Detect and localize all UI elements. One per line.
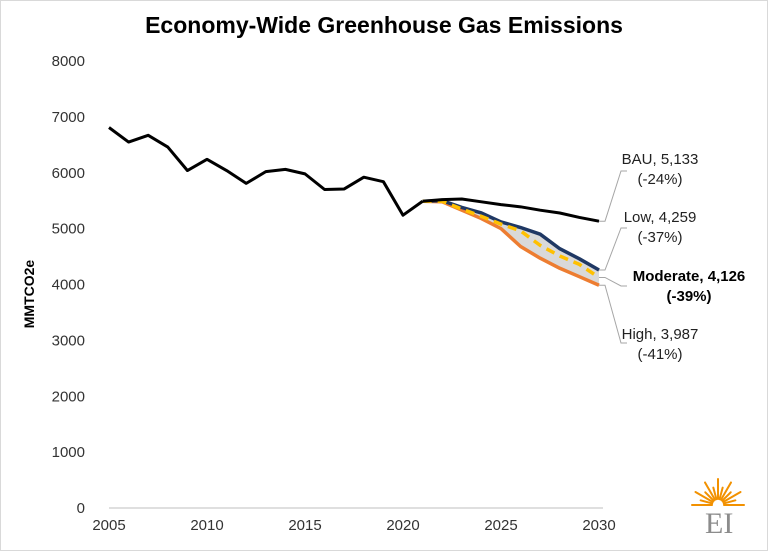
bau-annotation-pct: (-24%): [637, 171, 683, 188]
low-leader-line: [599, 227, 627, 271]
moderate-annotation-value: Moderate, 4,126: [632, 268, 746, 285]
y-tick-label: 1000: [52, 444, 85, 461]
moderate-annotation: Moderate, 4,126 (-39%): [618, 267, 760, 307]
bau-annotation-value: BAU, 5,133: [621, 151, 699, 168]
y-tick-label: 8000: [52, 53, 85, 70]
low-annotation: Low, 4,259 (-37%): [610, 208, 710, 248]
logo-ray: [721, 491, 732, 502]
logo-ray: [718, 486, 724, 501]
x-tick-label: 2025: [484, 517, 517, 534]
x-tick-label: 2020: [386, 517, 419, 534]
logo-ray: [704, 481, 716, 501]
x-tick-label: 2010: [190, 517, 223, 534]
bau-annotation: BAU, 5,133 (-24%): [610, 150, 710, 190]
y-tick-label: 4000: [52, 277, 85, 294]
chart-title: Economy-Wide Greenhouse Gas Emissions: [145, 12, 623, 38]
high-leader-line: [599, 284, 627, 344]
logo-icon: EI: [691, 478, 745, 540]
moderate-scenario-line: [422, 199, 600, 279]
low-annotation-value: Low, 4,259: [623, 209, 697, 226]
bau-line: [422, 197, 600, 223]
logo-ray: [704, 491, 715, 502]
logo-ray: [712, 486, 718, 501]
low-scenario-line: [422, 198, 600, 272]
x-tick-label: 2005: [92, 517, 125, 534]
logo-ray: [699, 499, 714, 505]
y-tick-label: 2000: [52, 388, 85, 405]
high-scenario-line: [422, 199, 600, 287]
historical-emissions-line: [108, 126, 424, 217]
logo-ray: [722, 491, 742, 503]
logo-ray: [720, 481, 732, 501]
y-tick-label: 0: [77, 500, 85, 517]
high-annotation-value: High, 3,987: [621, 326, 699, 343]
logo-text: EI: [705, 507, 733, 540]
moderate-leader-line: [599, 276, 627, 287]
logo-ray: [694, 491, 714, 503]
x-tick-label: 2015: [288, 517, 321, 534]
y-tick-label: 3000: [52, 332, 85, 349]
y-tick-label: 7000: [52, 109, 85, 126]
x-tick-label: 2030: [582, 517, 615, 534]
y-tick-label: 5000: [52, 221, 85, 238]
moderate-annotation-pct: (-39%): [666, 288, 712, 305]
high-annotation: High, 3,987 (-41%): [610, 325, 710, 365]
bau-leader-line: [599, 170, 627, 222]
high-annotation-pct: (-41%): [637, 346, 683, 363]
y-tick-label: 6000: [52, 165, 85, 182]
low-annotation-pct: (-37%): [637, 229, 683, 246]
logo-ray: [722, 499, 737, 505]
